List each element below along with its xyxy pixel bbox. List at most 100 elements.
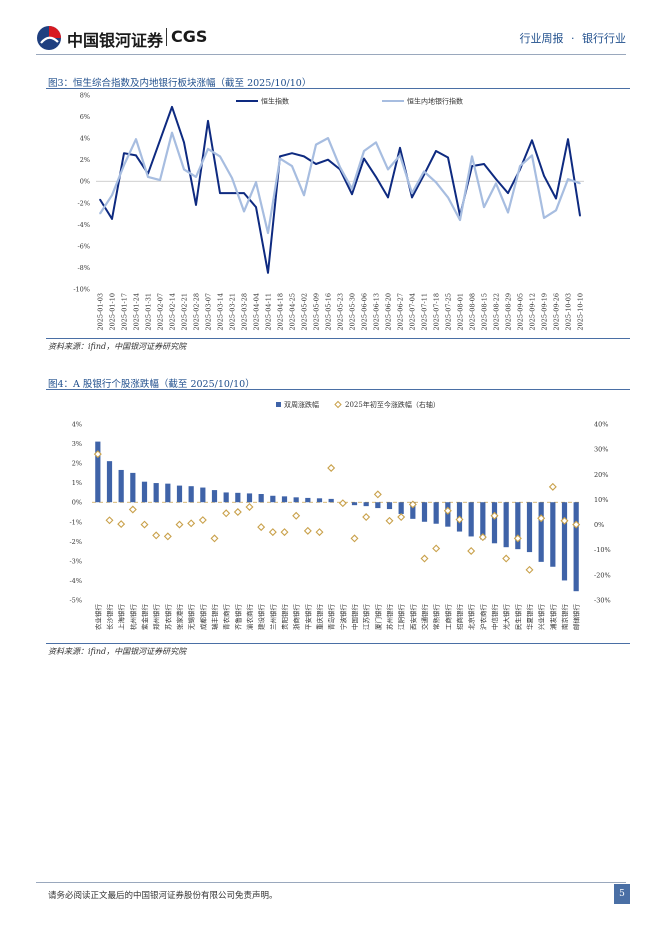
bar [188,486,194,503]
diamond-point [338,499,347,508]
data-point [99,198,101,201]
diamond-point [105,516,114,525]
y-right-tick-label: 30% [594,446,608,454]
x-tick-label: 2025-01-31 [145,293,153,330]
bar [246,493,253,503]
data-point [279,157,281,160]
bar [316,498,323,503]
figure4-top-rule [46,389,630,390]
bar [235,492,241,503]
y-right-tick-label: -30% [594,597,611,605]
category-label: 中国银行 [350,604,359,631]
diamond-point [140,520,149,529]
bar [223,492,229,503]
x-tick-label: 2025-03-07 [205,293,213,330]
bar [421,502,428,522]
y-right-tick-label: 20% [594,471,608,479]
category-label: 西安银行 [408,604,417,631]
category-label: 浙商银行 [292,604,301,631]
data-point [303,155,305,158]
x-tick-label: 2025-05-23 [337,293,345,330]
data-point [399,147,401,149]
data-point [135,154,137,157]
data-point [243,192,245,194]
diamond-point [455,515,464,524]
y-tick-label: 4% [80,135,90,143]
diamond-point [257,523,266,532]
diamond-point [408,500,417,509]
logo-en-text: CGS [171,27,208,46]
data-point [219,192,221,194]
data-point [267,232,269,234]
x-tick-label: 2025-03-28 [241,293,249,330]
header-separator: · [571,32,575,45]
category-label: 青岛银行 [327,604,336,631]
x-tick-label: 2025-05-30 [349,293,357,330]
diamond-point [303,526,312,535]
data-point [195,204,197,206]
x-tick-label: 2025-09-05 [517,293,525,330]
diamond-point [548,482,557,491]
data-point [471,155,473,158]
diamond-point [292,511,301,520]
data-point [219,155,221,158]
category-label: 农业银行 [93,604,102,631]
data-point [159,139,161,142]
report-type: 行业周报 [519,32,564,45]
diamond-point [432,544,441,553]
legend-diamond-swatch [334,400,342,409]
x-tick-label: 2025-01-24 [133,293,141,330]
data-point [399,154,401,157]
data-point [339,166,341,169]
y-right-tick-label: 10% [594,496,608,504]
bar [433,502,439,524]
diamond-point [268,528,277,537]
category-label: 杭州银行 [128,604,137,631]
diamond-point [280,528,289,537]
data-point [291,152,293,154]
logo-cn-text: 中国银河证券 [67,31,164,50]
data-point [183,141,185,144]
y-left-tick-label: -2% [69,538,82,546]
x-tick-label: 2025-08-08 [469,293,477,330]
data-point [159,179,161,181]
bar [468,502,474,537]
y-left-tick-label: -4% [69,577,82,585]
bar [538,502,544,562]
category-label: 邮储银行 [572,604,581,631]
bar [561,502,568,581]
report-category: 行业周报 · 银行行业 [520,30,627,46]
figure3-line-chart: 8% 6% 4% 2% 0% -2% -4% -6% -8% -10% 2025-01-03 2025… [73,92,584,331]
x-tick-label: 2025-10-03 [565,293,573,330]
y-left-tick-label: 1% [72,479,82,487]
logo-divider [166,28,167,46]
data-point [363,157,365,160]
diamond-point [478,533,487,542]
data-point [543,175,545,177]
category-label: 青农商行 [222,604,231,631]
diamond-point [233,508,242,516]
x-tick-label: 2025-04-04 [253,293,261,330]
page-number: 5 [614,884,630,904]
bar [130,472,136,503]
data-point [483,206,485,208]
category-label: 招商银行 [455,604,464,631]
diamond-point [210,534,219,543]
y-tick-label: 6% [80,113,90,121]
x-tick-label: 2025-02-21 [181,293,189,330]
x-tick-label: 2025-05-02 [301,293,309,330]
diamond-point [525,565,534,574]
diamond-point [537,514,546,523]
bar [106,461,113,503]
data-point [555,209,557,212]
bar [258,494,264,503]
bar [328,498,334,503]
category-label: 南京银行 [560,604,569,631]
data-point [567,138,569,140]
x-tick-label: 2025-06-27 [397,293,405,330]
data-point [495,182,497,185]
diamond-point [222,509,231,518]
diamond-point [420,554,429,563]
category-label: 北京银行 [467,604,476,631]
legend-label: 恒生指数 [261,97,289,106]
